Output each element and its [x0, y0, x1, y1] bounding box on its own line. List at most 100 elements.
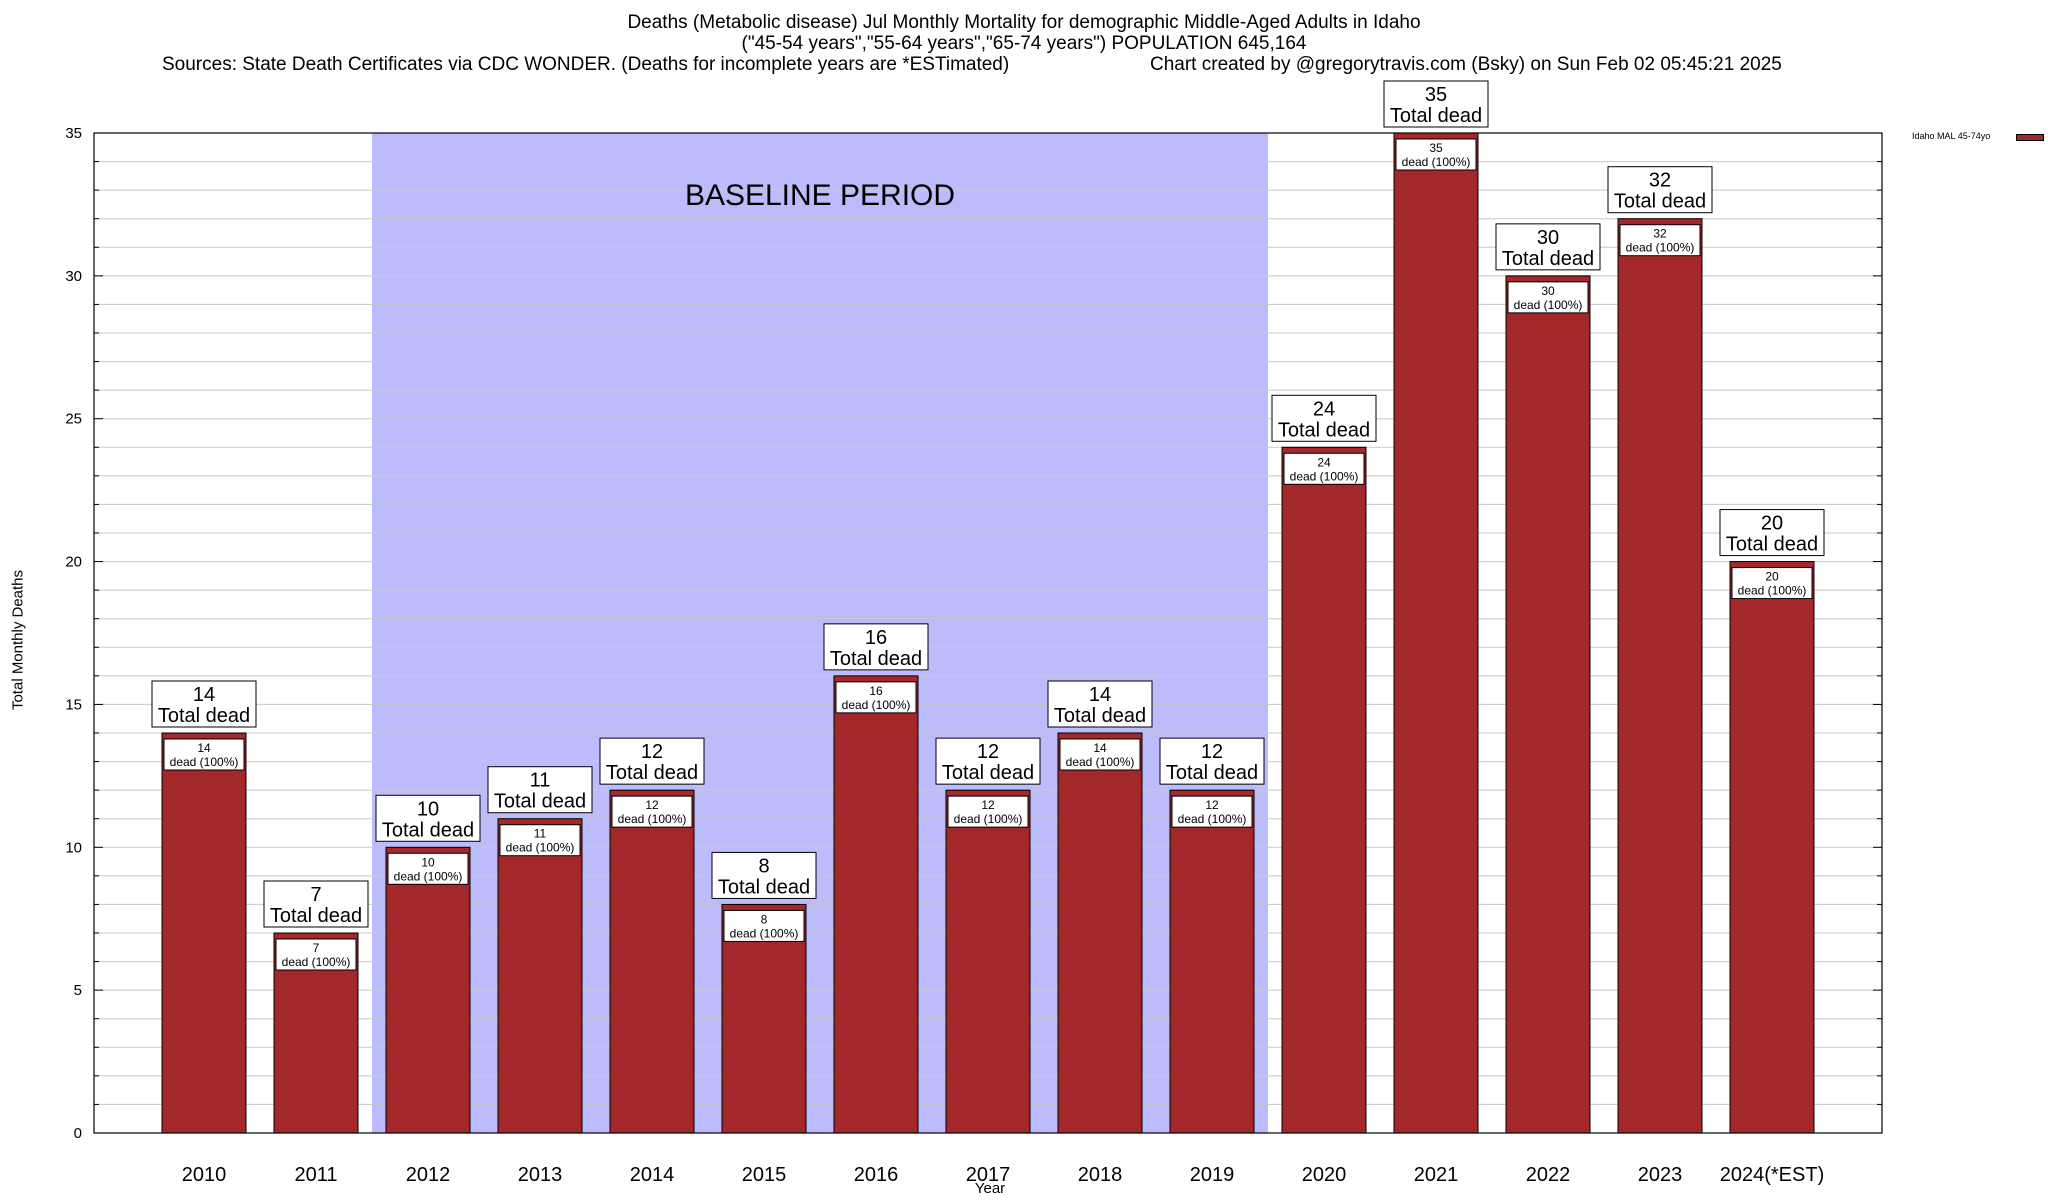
bar [945, 789, 1031, 1134]
inner-value-label: 11 [534, 827, 547, 841]
inner-percent-label: dead (100%) [1066, 755, 1135, 769]
inner-percent-label: dead (100%) [282, 955, 351, 969]
plot-frame [93, 132, 1883, 1134]
total-dead-label: Total dead [1614, 191, 1706, 213]
total-value-label: 10 [417, 798, 439, 820]
bar [1169, 789, 1255, 1134]
x-tick-label: 2018 [1078, 1164, 1123, 1186]
total-dead-label: Total dead [718, 876, 810, 898]
bar [385, 846, 471, 1134]
bar [497, 818, 583, 1134]
total-value-label: 16 [865, 627, 887, 649]
inner-percent-label: dead (100%) [506, 841, 575, 855]
inner-label-box [163, 738, 245, 771]
chart-title-line-1: Deaths (Metabolic disease) Jul Monthly M… [627, 12, 1421, 33]
x-tick-label: 2015 [742, 1164, 787, 1186]
total-dead-label: Total dead [1726, 534, 1818, 556]
total-value-label: 14 [193, 684, 215, 706]
total-dead-label: Total dead [494, 791, 586, 813]
inner-value-label: 20 [1765, 570, 1779, 584]
x-tick-label: 2016 [854, 1164, 899, 1186]
total-value-label: 11 [530, 770, 551, 792]
bar [1505, 275, 1591, 1134]
chart-title: Deaths (Metabolic disease) Jul Monthly M… [0, 12, 2048, 54]
bar [721, 903, 807, 1134]
inner-value-label: 16 [869, 684, 883, 698]
inner-percent-label: dead (100%) [842, 698, 911, 712]
inner-value-label: 14 [197, 741, 211, 755]
inner-label-box [611, 795, 693, 828]
x-axis-label: Year [974, 1180, 1006, 1197]
bar [1393, 132, 1479, 1134]
inner-value-label: 35 [1429, 141, 1443, 155]
total-label-box [711, 851, 817, 899]
total-value-label: 35 [1425, 84, 1447, 106]
inner-percent-label: dead (100%) [730, 926, 799, 940]
total-label-box [1383, 80, 1489, 128]
inner-label-box [1171, 795, 1253, 828]
y-tick-label: 35 [65, 125, 82, 142]
inner-value-label: 14 [1093, 741, 1107, 755]
total-label-box [1159, 737, 1265, 785]
inner-value-label: 12 [645, 798, 659, 812]
x-tick-label: 2023 [1638, 1164, 1683, 1186]
inner-label-box [275, 938, 357, 971]
inner-value-label: 10 [421, 855, 435, 869]
total-label-box [1607, 166, 1713, 214]
total-label-box [1271, 394, 1377, 442]
inner-percent-label: dead (100%) [1514, 298, 1583, 312]
x-tick-label: 2014 [630, 1164, 675, 1186]
inner-percent-label: dead (100%) [1738, 584, 1807, 598]
y-tick-label: 25 [65, 411, 82, 428]
inner-value-label: 12 [1205, 798, 1219, 812]
y-axis-label: Total Monthly Deaths [9, 569, 27, 711]
total-dead-label: Total dead [270, 905, 362, 927]
x-tick-label: 2010 [182, 1164, 227, 1186]
inner-value-label: 32 [1653, 227, 1667, 241]
inner-percent-label: dead (100%) [170, 755, 239, 769]
x-tick-label: 2012 [406, 1164, 451, 1186]
inner-label-box [499, 824, 581, 857]
total-value-label: 7 [310, 884, 321, 906]
total-dead-label: Total dead [830, 648, 922, 670]
total-label-box [823, 623, 929, 671]
bar [1617, 218, 1703, 1134]
total-value-label: 24 [1313, 398, 1335, 420]
total-label-box [599, 737, 705, 785]
total-dead-label: Total dead [382, 819, 474, 841]
x-tick-label: 2022 [1526, 1164, 1571, 1186]
total-dead-label: Total dead [158, 705, 250, 727]
credit-text: Chart created by @gregorytravis.com (Bsk… [1150, 54, 1782, 75]
total-label-box [151, 680, 257, 728]
total-dead-label: Total dead [1502, 248, 1594, 270]
inner-value-label: 30 [1541, 284, 1555, 298]
inner-percent-label: dead (100%) [618, 812, 687, 826]
x-tick-label: 2011 [294, 1164, 337, 1186]
inner-value-label: 24 [1317, 455, 1331, 469]
total-label-box [935, 737, 1041, 785]
sources-text: Sources: State Death Certificates via CD… [162, 54, 1010, 75]
y-tick-label: 20 [65, 554, 82, 571]
total-label-box [1719, 509, 1825, 557]
total-dead-label: Total dead [606, 762, 698, 784]
total-dead-label: Total dead [1390, 105, 1482, 127]
total-dead-label: Total dead [942, 762, 1034, 784]
y-tick-label: 0 [74, 1125, 82, 1142]
bar [1057, 732, 1143, 1134]
inner-label-box [1395, 138, 1477, 171]
bar [1281, 446, 1367, 1134]
total-value-label: 8 [758, 855, 769, 877]
bar [161, 732, 247, 1134]
inner-percent-label: dead (100%) [954, 812, 1023, 826]
inner-label-box [387, 852, 469, 885]
x-tick-label: 2019 [1190, 1164, 1235, 1186]
inner-label-box [1619, 224, 1701, 257]
inner-label-box [1731, 567, 1813, 600]
x-tick-label: 2013 [518, 1164, 563, 1186]
x-tick-label: 2020 [1302, 1164, 1347, 1186]
bar [1729, 561, 1815, 1134]
inner-percent-label: dead (100%) [394, 869, 463, 883]
x-tick-label: 2024(*EST) [1720, 1164, 1825, 1186]
bar [609, 789, 695, 1134]
